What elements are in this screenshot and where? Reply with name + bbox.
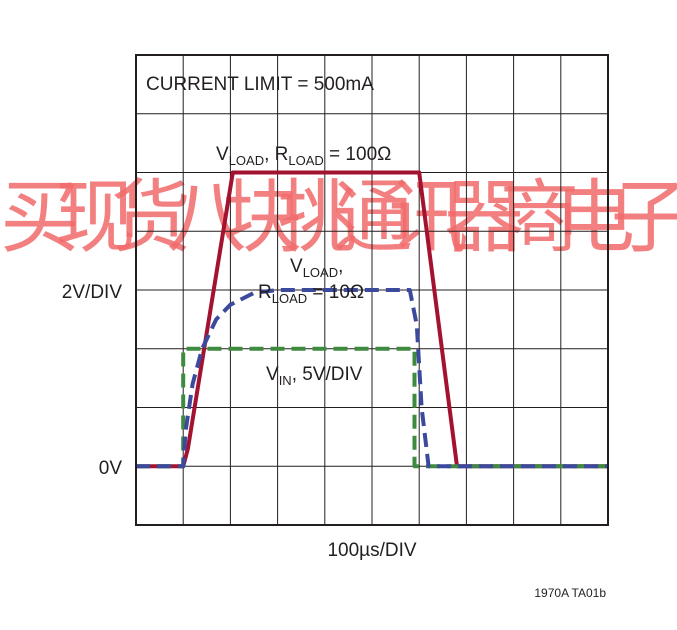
watermark-glyph: 货 [111,171,191,264]
watermark-glyph: 电 [555,171,635,264]
zero-volt-label: 0V [99,458,123,479]
annotation-current-limit: CURRENT LIMIT = 500mA [146,74,374,95]
watermark-glyph: 器 [444,171,524,264]
watermark-glyph: 子 [611,171,677,264]
watermark-glyph: 现 [56,171,136,264]
watermark-glyph: 块 [222,171,302,264]
watermark-glyph: 通 [333,171,413,264]
watermark-glyph: 商 [500,171,580,264]
series-label-vload-10ohm-line2: RLOAD = 10Ω [258,282,364,306]
chart-grid [136,55,608,525]
watermark-glyph: 买 [0,171,80,264]
trace-series-2 [136,346,608,469]
y-axis-label: 2V/DIV [62,282,123,303]
series-label-vload-10ohm-line1: VLOAD, [290,256,343,280]
chart-traces [136,170,608,469]
figure-id: 1970A TA01b [534,586,606,600]
series-label-vin: VIN, 5V/DIV [266,364,363,388]
watermark-glyph: 八 [167,171,247,264]
plot-frame [135,54,609,526]
watermark-glyph: 挑 [278,171,358,264]
series-label-vload-100ohm: VLOAD, RLOAD = 100Ω [216,144,391,168]
x-axis-label: 100µs/DIV [327,540,416,561]
trace-series-1 [136,288,608,469]
